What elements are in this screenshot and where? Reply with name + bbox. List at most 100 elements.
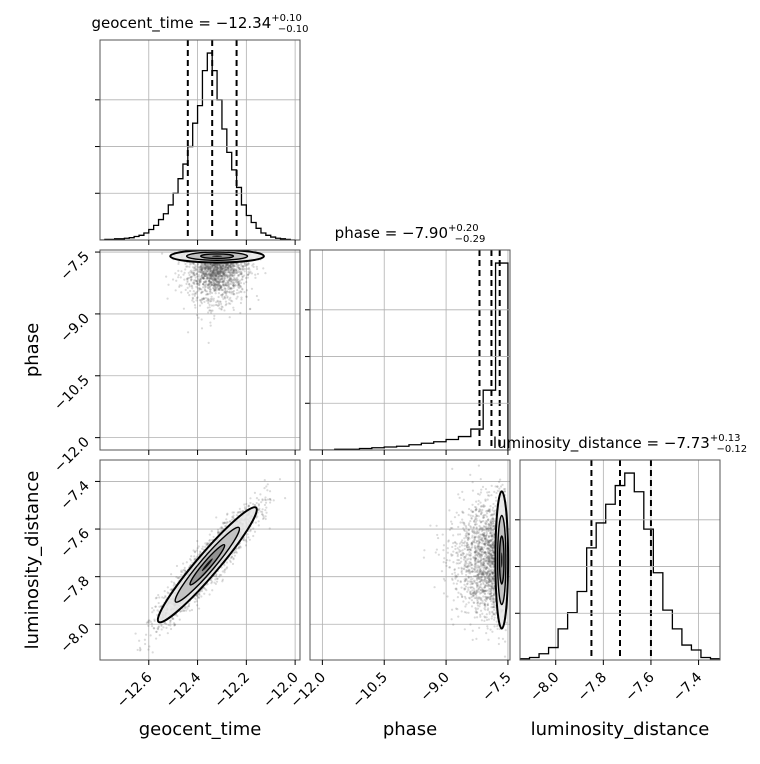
scatter-point bbox=[261, 511, 263, 513]
scatter-point bbox=[256, 295, 258, 297]
scatter-point bbox=[206, 299, 208, 301]
scatter-point bbox=[196, 540, 198, 542]
scatter-point bbox=[163, 597, 165, 599]
panel-geocent_time-luminosity_distance: −8.0−7.8−7.6−7.4−12.6−12.4−12.2−12.0 bbox=[57, 459, 312, 711]
scatter-point bbox=[234, 284, 236, 286]
scatter-point bbox=[211, 304, 213, 306]
scatter-point bbox=[255, 522, 257, 524]
scatter-point bbox=[205, 264, 207, 266]
scatter-point bbox=[176, 565, 178, 567]
scatter-point bbox=[222, 293, 224, 295]
scatter-point bbox=[167, 592, 169, 594]
scatter-point bbox=[471, 599, 473, 601]
scatter-point bbox=[454, 572, 456, 574]
scatter-point bbox=[251, 288, 253, 290]
scatter-point bbox=[166, 298, 168, 300]
scatter-point bbox=[475, 501, 477, 503]
scatter-point bbox=[245, 277, 247, 279]
scatter-point bbox=[164, 590, 166, 592]
scatter-point bbox=[212, 264, 214, 266]
scatter-point bbox=[209, 321, 211, 323]
scatter-point bbox=[144, 639, 146, 641]
scatter-point bbox=[256, 502, 258, 504]
scatter-point bbox=[189, 270, 191, 272]
scatter-point bbox=[177, 276, 179, 278]
scatter-point bbox=[466, 591, 468, 593]
scatter-point bbox=[178, 261, 180, 263]
scatter-point bbox=[207, 286, 209, 288]
scatter-point bbox=[230, 561, 232, 563]
scatter-point bbox=[230, 287, 232, 289]
scatter-point bbox=[480, 505, 482, 507]
scatter-point bbox=[225, 301, 227, 303]
scatter-point bbox=[196, 600, 198, 602]
scatter-point bbox=[209, 288, 211, 290]
scatter-point bbox=[261, 498, 263, 500]
scatter-point bbox=[224, 297, 226, 299]
scatter-point bbox=[456, 512, 458, 514]
scatter-point bbox=[189, 290, 191, 292]
scatter-point bbox=[244, 270, 246, 272]
scatter-point bbox=[212, 275, 214, 277]
scatter-point bbox=[211, 298, 213, 300]
scatter-point bbox=[210, 268, 212, 270]
scatter-point bbox=[194, 266, 196, 268]
scatter-point bbox=[258, 499, 260, 501]
scatter-point bbox=[224, 288, 226, 290]
scatter-point bbox=[198, 596, 200, 598]
scatter-point bbox=[463, 499, 465, 501]
scatter-point bbox=[181, 610, 183, 612]
scatter-point bbox=[224, 270, 226, 272]
scatter-point bbox=[162, 626, 164, 628]
scatter-point bbox=[193, 558, 195, 560]
scatter-point bbox=[258, 524, 260, 526]
scatter-point bbox=[486, 512, 488, 514]
scatter-point bbox=[221, 265, 223, 267]
scatter-point bbox=[196, 297, 198, 299]
scatter-point bbox=[165, 276, 167, 278]
scatter-point bbox=[226, 561, 228, 563]
scatter-point bbox=[185, 610, 187, 612]
scatter-point bbox=[175, 280, 177, 282]
scatter-point bbox=[210, 282, 212, 284]
scatter-point bbox=[207, 307, 209, 309]
scatter-point bbox=[495, 500, 497, 502]
scatter-point bbox=[215, 275, 217, 277]
scatter-point bbox=[243, 539, 245, 541]
scatter-point bbox=[470, 576, 472, 578]
scatter-point bbox=[211, 283, 213, 285]
scatter-point bbox=[188, 283, 190, 285]
scatter-point bbox=[240, 263, 242, 265]
scatter-point bbox=[239, 268, 241, 270]
scatter-point bbox=[269, 498, 271, 500]
scatter-point bbox=[151, 611, 153, 613]
scatter-point bbox=[223, 571, 225, 573]
scatter-point bbox=[223, 291, 225, 293]
scatter-point bbox=[198, 266, 200, 268]
scatter-point bbox=[254, 274, 256, 276]
scatter-point bbox=[231, 519, 233, 521]
scatter-point bbox=[453, 582, 455, 584]
scatter-point bbox=[257, 273, 259, 275]
tick-label-phase: −9.0 bbox=[57, 310, 92, 345]
scatter-point bbox=[245, 281, 247, 283]
scatter-point bbox=[205, 269, 207, 271]
scatter-point bbox=[238, 264, 240, 266]
scatter-point bbox=[262, 518, 264, 520]
scatter-point bbox=[215, 516, 217, 518]
scatter-point bbox=[194, 306, 196, 308]
scatter-point bbox=[229, 316, 231, 318]
scatter-point bbox=[226, 513, 228, 515]
scatter-point bbox=[247, 277, 249, 279]
tick-label-luminosity_distance: −7.4 bbox=[57, 478, 92, 513]
scatter-point bbox=[190, 276, 192, 278]
scatter-point bbox=[263, 487, 265, 489]
scatter-point bbox=[218, 288, 220, 290]
scatter-point bbox=[156, 631, 158, 633]
scatter-point bbox=[220, 303, 222, 305]
scatter-point bbox=[247, 271, 249, 273]
scatter-point bbox=[207, 302, 209, 304]
scatter-point bbox=[137, 649, 139, 651]
scatter-point bbox=[259, 493, 261, 495]
